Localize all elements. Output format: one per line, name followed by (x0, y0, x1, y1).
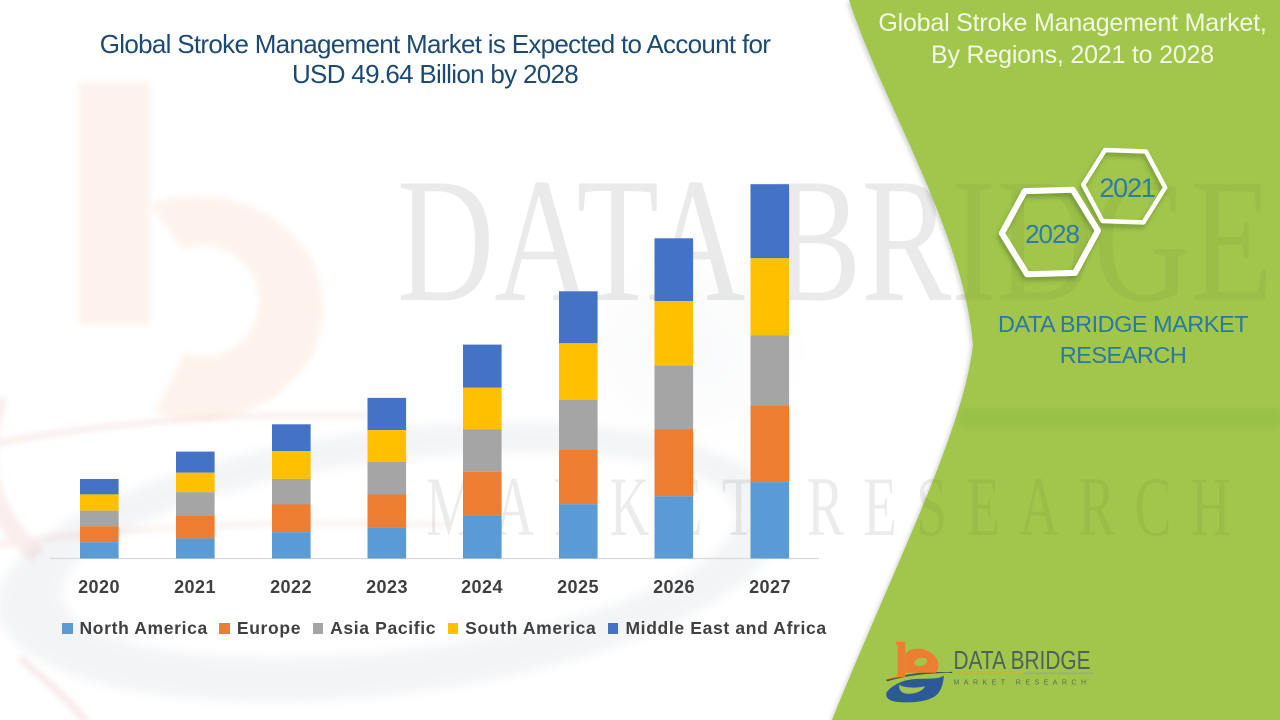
svg-text:DATA BRIDGE: DATA BRIDGE (954, 647, 1091, 675)
svg-text:MARKET RESEARCH: MARKET RESEARCH (954, 678, 1091, 687)
